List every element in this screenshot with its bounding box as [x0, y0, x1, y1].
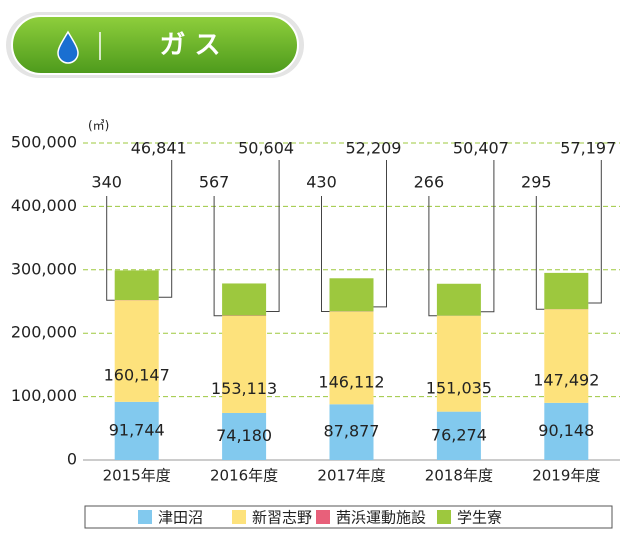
data-label: 76,274 [431, 425, 487, 444]
y-tick-label: 200,000 [11, 323, 77, 342]
data-label: 146,112 [318, 372, 384, 391]
data-label: 153,113 [211, 379, 277, 398]
legend-label: 茜浜運動施設 [336, 509, 426, 527]
legend-label: 津田沼 [158, 509, 203, 527]
data-label: 90,148 [538, 421, 594, 440]
x-tick-label: 2018年度 [425, 467, 493, 485]
unit-label: (㎥) [88, 119, 109, 133]
bar-segment [222, 316, 266, 413]
data-label: 74,180 [216, 426, 272, 445]
data-label: 266 [414, 173, 445, 192]
legend-swatch [138, 510, 152, 524]
header-title: ガ ス [159, 31, 220, 61]
data-label: 147,492 [533, 371, 599, 390]
leader-line [588, 160, 601, 303]
bar-segment [222, 283, 266, 315]
x-tick-label: 2019年度 [532, 467, 600, 485]
bar-segment [437, 284, 481, 316]
data-label: 567 [199, 173, 230, 192]
leader-line [107, 196, 115, 300]
leader-line [159, 160, 172, 297]
leader-line [429, 196, 437, 316]
data-label: 57,197 [560, 139, 616, 158]
bar-segment [330, 278, 374, 311]
y-tick-label: 400,000 [11, 196, 77, 215]
legend-label: 学生寮 [457, 509, 502, 527]
legend-swatch [232, 510, 246, 524]
y-tick-label: 100,000 [11, 386, 77, 405]
data-label: 295 [521, 173, 552, 192]
y-tick-label: 300,000 [11, 259, 77, 278]
header-pill [12, 16, 298, 74]
legend-swatch [437, 510, 451, 524]
data-label: 87,877 [324, 422, 380, 441]
bar-segment [437, 316, 481, 412]
data-label: 430 [306, 173, 337, 192]
data-label: 340 [91, 173, 122, 192]
data-label: 50,604 [238, 139, 294, 158]
data-label: 46,841 [131, 139, 187, 158]
leader-line [266, 160, 279, 311]
x-tick-label: 2017年度 [317, 467, 385, 485]
bar-segment [115, 300, 159, 402]
x-tick-label: 2015年度 [103, 467, 171, 485]
data-label: 91,744 [109, 420, 165, 439]
legend-swatch [316, 510, 330, 524]
data-label: 160,147 [104, 366, 170, 385]
leader-line [322, 196, 330, 312]
data-label: 52,209 [346, 139, 402, 158]
leader-line [536, 196, 544, 309]
data-label: 50,407 [453, 139, 509, 158]
bar-segment [115, 270, 159, 300]
data-label: 151,035 [426, 378, 492, 397]
y-tick-label: 0 [67, 450, 77, 469]
y-tick-label: 500,000 [11, 133, 77, 152]
leader-line [481, 160, 494, 312]
legend-label: 新習志野 [252, 509, 312, 527]
leader-line [374, 160, 387, 307]
bar-segment [544, 273, 588, 309]
x-tick-label: 2016年度 [210, 467, 278, 485]
leader-line [214, 196, 222, 316]
